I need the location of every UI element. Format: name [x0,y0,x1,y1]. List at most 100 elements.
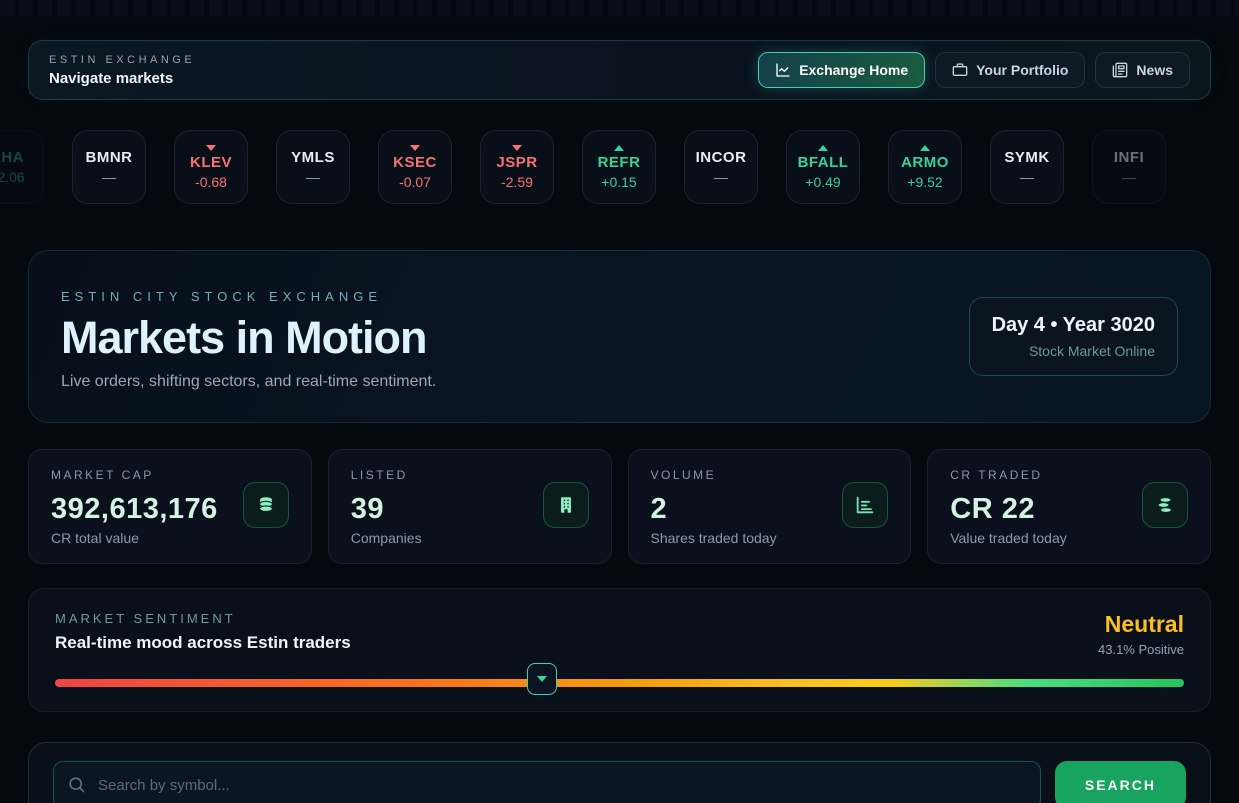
header-title: Navigate markets [49,69,174,87]
ticker-symbol: REFR [597,153,641,171]
ticker-item-ymls[interactable]: YMLS — [276,130,350,204]
stats-row: MARKET CAP 392,613,176 CR total value LI… [28,449,1211,564]
change-arrow-icon [614,144,624,151]
change-arrow-icon [512,144,522,151]
search-icon [69,777,85,793]
marker-down-triangle-icon [536,676,547,682]
change-arrow-icon [920,144,930,151]
ticker-change: -0.07 [399,173,431,190]
stat-label: CR TRADED [950,468,1043,482]
stat-card-volume: VOLUME 2 Shares traded today [627,449,912,564]
ticker-item-bfall[interactable]: BFALL +0.49 [786,130,860,204]
stat-value: CR 22 [950,492,1035,525]
sentiment-gauge [55,661,1184,701]
ticker-symbol: YMLS [291,149,335,166]
ticker-change: +2.06 [0,169,25,185]
sentiment-gradient-bar [55,679,1184,687]
ticker-change: -2.59 [501,173,533,190]
header: ESTIN EXCHANGE Navigate markets Exchange… [28,40,1211,100]
nav-news-button[interactable]: News [1095,52,1190,88]
ticker-symbol: INCOR [695,149,747,166]
bar-chart-icon [842,482,889,528]
top-stripe-decoration [0,0,1239,16]
nav-exchange-home-button[interactable]: Exchange Home [758,52,926,88]
market-status-label: Stock Market Online [1028,343,1155,359]
header-nav: Exchange Home Your Portfolio News [758,52,1190,88]
sentiment-text: MARKET SENTIMENT Real-time mood across E… [55,611,351,653]
ticker-change: — [714,169,728,185]
ticker-symbol: SYMK [1004,149,1050,166]
stat-label: LISTED [350,468,408,482]
nav-news-label: News [1136,62,1173,78]
day-badge: Day 4 • Year 3020 Stock Market Online [968,297,1178,376]
nav-exchange-home-label: Exchange Home [799,62,909,78]
sentiment-title: Real-time mood across Estin traders [55,633,351,652]
ticker-symbol: RHA [0,149,24,166]
stat-sublabel: Companies [350,530,422,546]
stat-value: 39 [350,492,385,525]
coins-icon [1142,482,1188,528]
search-panel: SEARCH [28,742,1211,803]
line-chart-icon [775,62,791,78]
ticker-row: RHA +2.06 BMNR — KLEV -0.68 YMLS — KSEC … [0,130,1239,206]
ticker-edge-fade [1169,130,1239,206]
ticker-change: — [1020,169,1034,185]
sentiment-reading: Neutral 43.1% Positive [1098,611,1184,657]
market-sentiment-panel: MARKET SENTIMENT Real-time mood across E… [28,588,1211,712]
ticker-item-jspr[interactable]: JSPR -2.59 [480,130,554,204]
stat-card-cr-traded: CR TRADED CR 22 Value traded today [927,449,1211,564]
stat-value: 2 [650,492,668,525]
ticker-item-symk[interactable]: SYMK — [990,130,1064,204]
ticker-symbol: INFI [1113,149,1145,166]
ticker-item-rha[interactable]: RHA +2.06 [0,130,44,204]
ticker-item-ksec[interactable]: KSEC -0.07 [378,130,452,204]
header-identity: ESTIN EXCHANGE Navigate markets [49,54,195,87]
stat-card-listed: LISTED 39 Companies [327,449,612,564]
change-arrow-icon [206,144,216,151]
nav-your-portfolio-label: Your Portfolio [976,62,1069,78]
nav-your-portfolio-button[interactable]: Your Portfolio [935,52,1086,88]
building-icon [542,482,589,528]
stat-sublabel: Shares traded today [650,530,777,546]
ticker-item-bmnr[interactable]: BMNR — [72,130,146,204]
hero-text: ESTIN CITY STOCK EXCHANGE Markets in Mot… [61,289,436,391]
ticker-change: +0.49 [805,173,841,190]
sentiment-marker-handle[interactable] [526,663,557,695]
ticker-item-incor[interactable]: INCOR — [684,130,758,204]
ticker-change: +9.52 [907,173,943,190]
hero-subtitle: Live orders, shifting sectors, and real-… [61,373,437,391]
search-input[interactable] [53,761,1041,803]
stat-label: VOLUME [650,468,717,482]
ticker-change: -0.68 [195,173,227,190]
ticker-change: — [1122,169,1136,185]
ticker-item-klev[interactable]: KLEV -0.68 [174,130,248,204]
exchange-dashboard: ESTIN EXCHANGE Navigate markets Exchange… [0,16,1239,803]
stat-value: 392,613,176 [51,492,218,525]
ticker-change: — [306,169,320,185]
hero-eyebrow: ESTIN CITY STOCK EXCHANGE [61,289,383,304]
sentiment-label: MARKET SENTIMENT [55,611,236,626]
sentiment-percent-label: 43.1% Positive [1098,642,1184,657]
day-year-label: Day 4 • Year 3020 [991,314,1155,336]
change-arrow-icon [818,144,828,151]
newspaper-icon [1112,62,1128,78]
ticker-item-armo[interactable]: ARMO +9.52 [888,130,962,204]
search-box [53,761,1041,803]
ticker-change: — [102,169,116,185]
ticker-symbol: ARMO [901,153,949,171]
change-arrow-icon [410,144,420,151]
ticker-symbol: BMNR [85,149,133,166]
search-button[interactable]: SEARCH [1054,761,1186,803]
hero-banner: ESTIN CITY STOCK EXCHANGE Markets in Mot… [28,250,1211,423]
ticker-item-infi[interactable]: INFI — [1092,130,1166,204]
briefcase-icon [952,62,968,78]
stat-sublabel: CR total value [51,530,139,546]
ticker-change: +0.15 [601,173,637,190]
ticker-symbol: KLEV [189,153,232,171]
stat-label: MARKET CAP [51,468,154,482]
ticker-symbol: KSEC [393,153,437,171]
ticker-item-refr[interactable]: REFR +0.15 [582,130,656,204]
header-eyebrow: ESTIN EXCHANGE [49,53,196,66]
ticker-symbol: JSPR [496,153,538,171]
stat-card-market-cap: MARKET CAP 392,613,176 CR total value [28,449,312,564]
